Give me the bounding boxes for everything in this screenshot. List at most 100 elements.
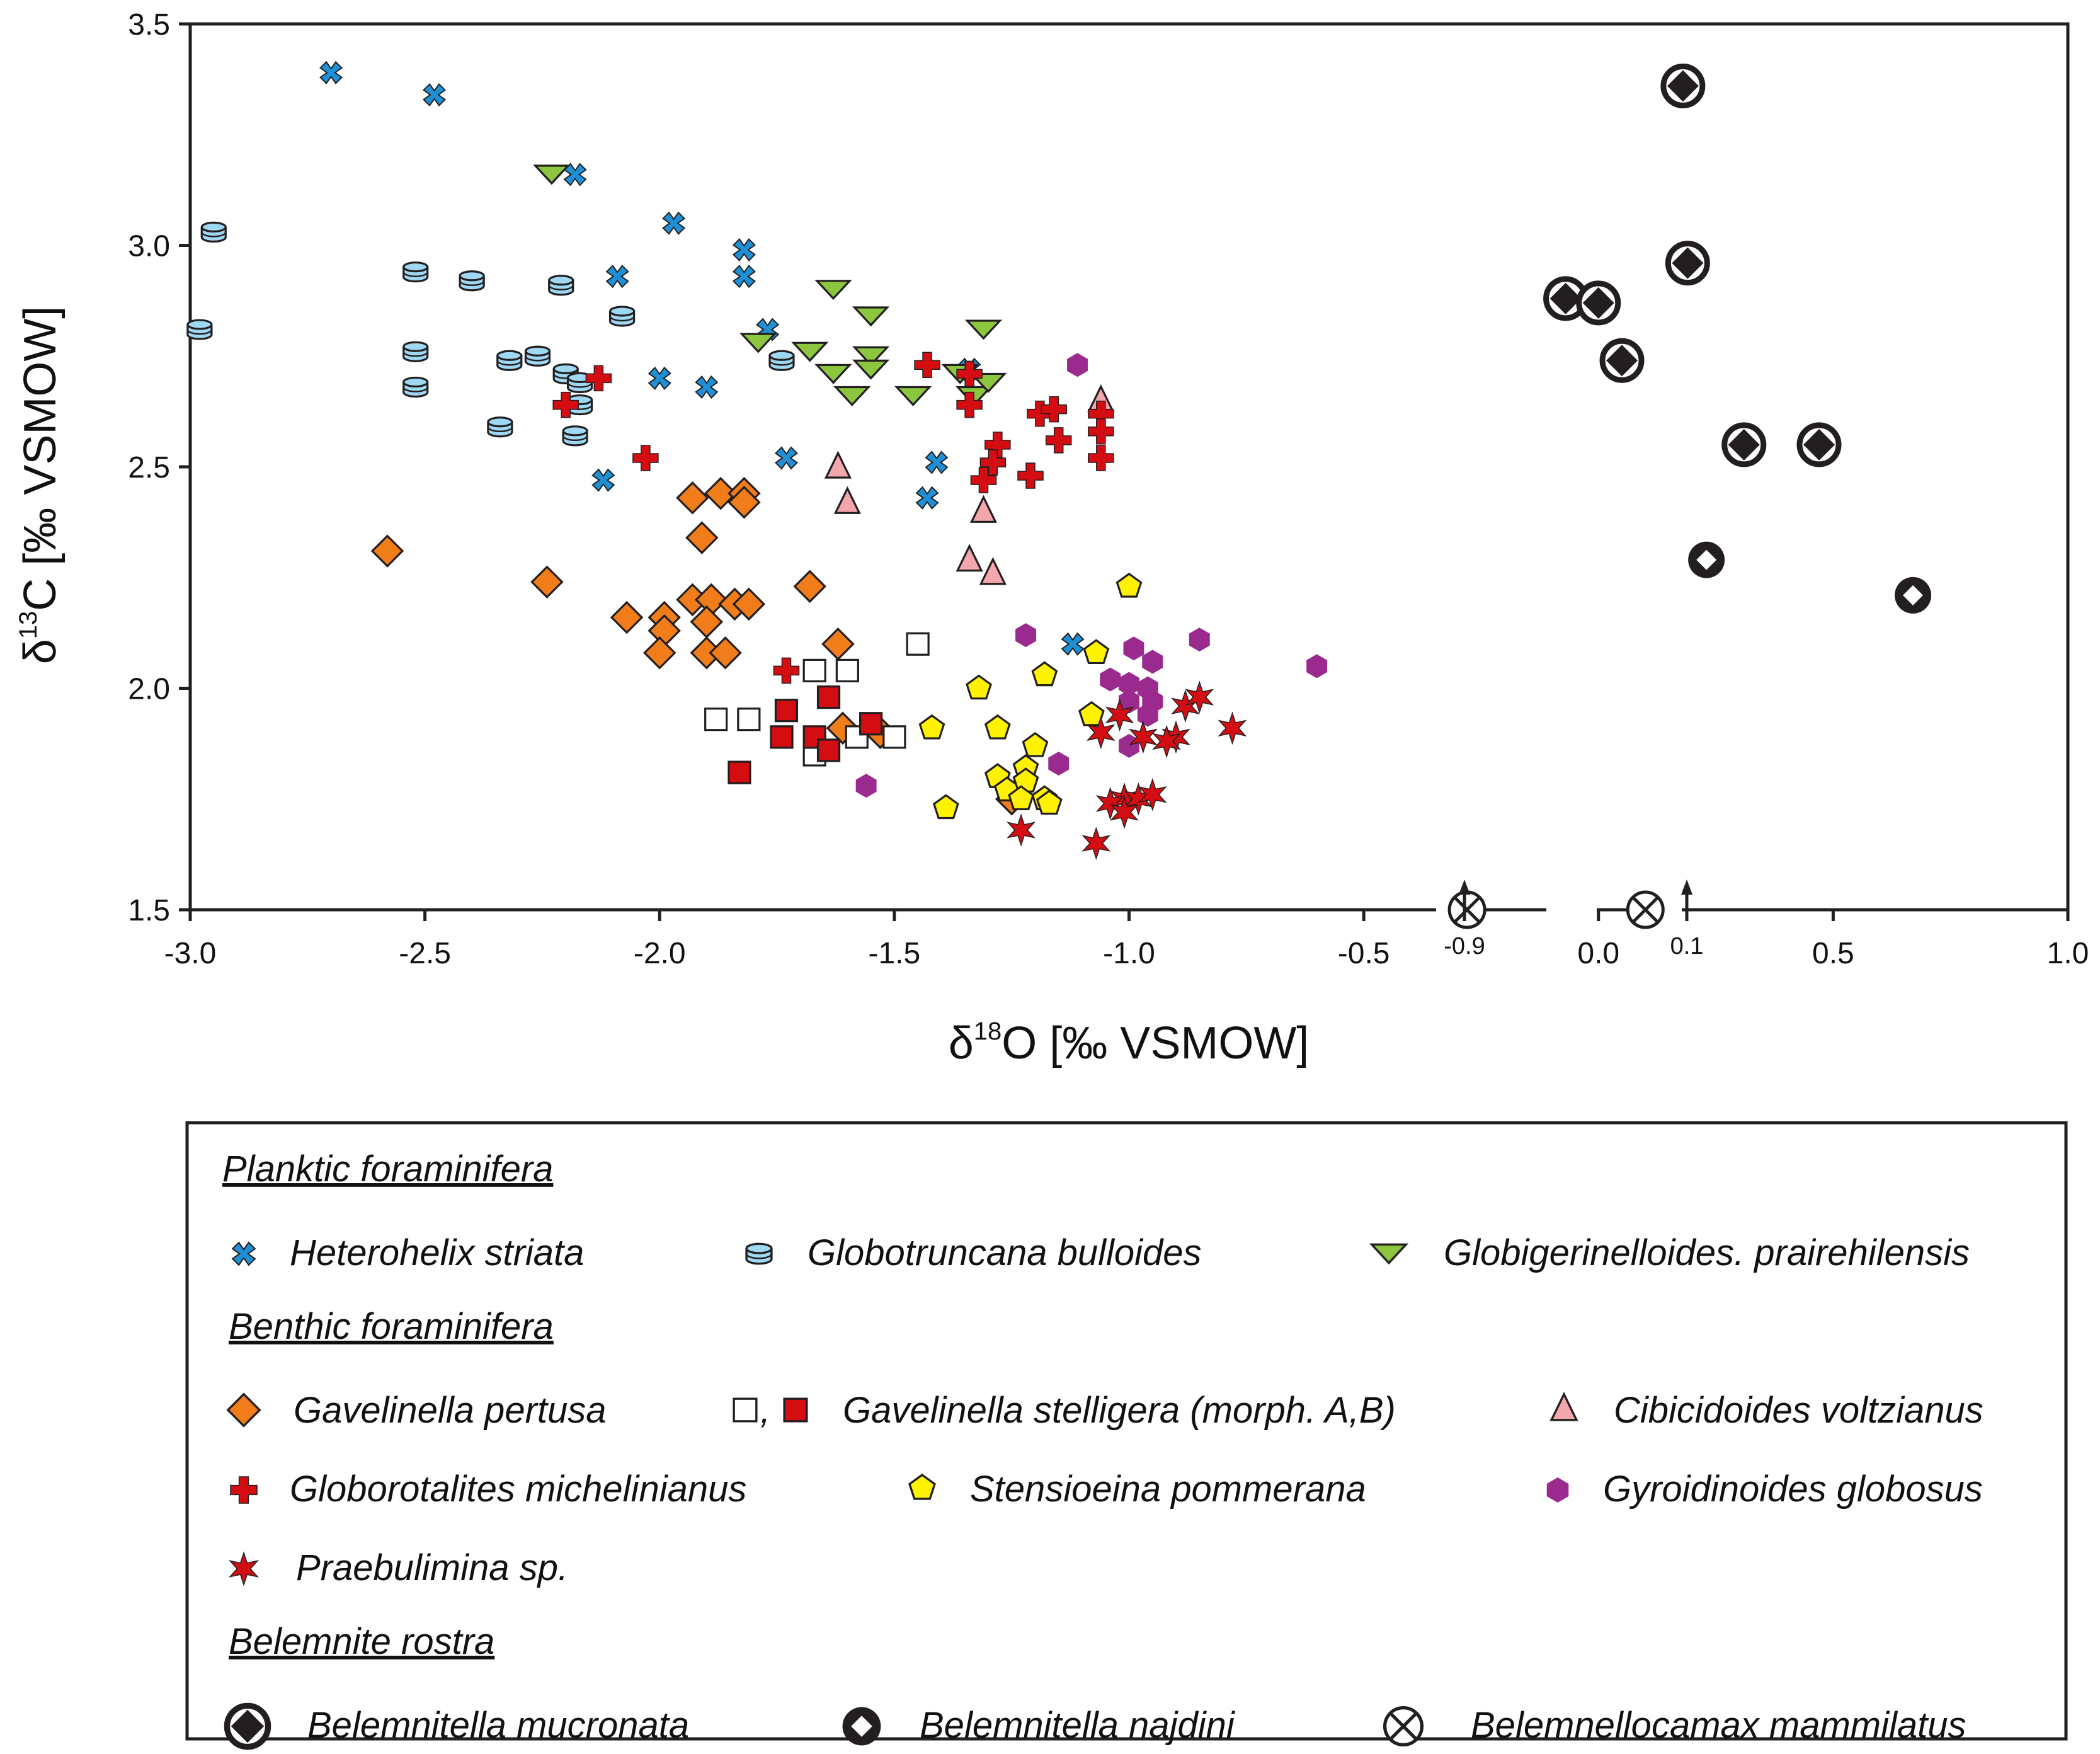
data-point — [774, 446, 799, 470]
y-tick-label: 3.5 — [128, 8, 170, 42]
data-point — [739, 333, 777, 353]
data-point — [1015, 623, 1036, 648]
y-axis: 1.5 2.0 2.5 3.0 3.5 — [128, 8, 190, 927]
data-point — [979, 449, 1007, 476]
legend-marker — [1546, 1477, 1569, 1503]
legend-entry-label: Globotruncana bulloides — [807, 1232, 1202, 1273]
data-point — [728, 485, 761, 519]
data-point — [610, 600, 644, 634]
data-point — [737, 708, 761, 731]
data-point — [882, 725, 906, 749]
data-point — [1721, 422, 1767, 467]
data-point — [1142, 650, 1163, 674]
data-point — [562, 425, 588, 447]
data-point — [852, 346, 890, 367]
data-point — [979, 557, 1007, 585]
series-gavelinella-stelligera-morph-b — [728, 685, 883, 784]
data-point — [894, 386, 932, 406]
legend-marker — [1369, 1243, 1409, 1265]
data-point — [402, 341, 429, 362]
x-tick-label: 1.0 — [2047, 937, 2089, 970]
series-gavelinella-pertusa — [370, 476, 1029, 816]
data-point — [956, 543, 983, 572]
data-point — [768, 350, 795, 371]
legend-marker — [1549, 1392, 1578, 1421]
data-point — [533, 164, 571, 185]
data-point — [732, 238, 756, 262]
legend-marker — [783, 1397, 808, 1423]
data-point — [1189, 628, 1210, 652]
data-point — [969, 495, 998, 523]
data-point — [915, 486, 939, 510]
data-point — [1083, 639, 1110, 665]
data-point — [1031, 661, 1058, 687]
data-point — [1185, 680, 1214, 714]
data-point — [1100, 667, 1121, 692]
data-point — [732, 265, 756, 289]
data-point — [1048, 752, 1070, 776]
legend-marker — [908, 1473, 936, 1500]
legend-entry-label: Stensioeina pommerana — [970, 1469, 1366, 1510]
data-point — [966, 674, 992, 700]
annotation-arrowhead — [1459, 880, 1470, 895]
data-point — [676, 481, 709, 515]
y-tick-label: 1.5 — [128, 894, 170, 927]
data-point — [925, 450, 949, 474]
data-point — [1008, 785, 1034, 811]
data-point — [709, 636, 742, 670]
data-point — [802, 658, 826, 682]
data-point — [859, 712, 883, 736]
data-point — [956, 391, 983, 418]
x-tick-label: -1.0 — [1103, 937, 1155, 970]
series-stensioeina-pommerana — [918, 572, 1143, 820]
data-point — [186, 319, 213, 340]
legend-marker — [226, 1392, 261, 1428]
data-point — [984, 714, 1011, 740]
data-point — [852, 359, 890, 380]
data-point — [422, 83, 447, 107]
x-tick-label: -1.5 — [869, 937, 921, 970]
data-point — [1061, 632, 1085, 656]
x-tick-label: 0.5 — [1812, 937, 1854, 970]
data-point — [1116, 572, 1143, 598]
data-point — [648, 366, 671, 390]
x-axis-label: δ18O [‰ VSMOW] — [949, 1017, 1310, 1069]
data-point — [585, 365, 612, 392]
x-tick-label: -3.0 — [164, 937, 217, 970]
series-globorotalites-michelinianus — [552, 352, 1114, 684]
legend-entry-label: Globorotalites michelinianus — [290, 1469, 746, 1510]
data-point — [1142, 689, 1163, 714]
x-tick-label: -2.0 — [634, 937, 686, 970]
legend-entry-label: Belemnellocamax mammilatus — [1471, 1705, 1966, 1746]
data-point — [1088, 418, 1114, 445]
legend-entry-label: Gyroidinoides globosus — [1603, 1469, 1983, 1510]
x-tick-label: 0.0 — [1577, 937, 1619, 970]
legend-marker — [224, 1702, 271, 1750]
data-point — [833, 386, 871, 406]
legend-entry-label: Globigerinelloides. prairehilensis — [1444, 1232, 1970, 1273]
legend-entry-label: Gavelinella pertusa — [294, 1390, 607, 1431]
legend-box — [185, 1121, 2068, 1741]
legend-entry-label: Praebulimina sp. — [296, 1547, 568, 1588]
data-point — [791, 341, 829, 362]
y-tick-label: 3.0 — [128, 230, 170, 263]
data-point — [1041, 396, 1068, 423]
data-point — [918, 714, 945, 740]
data-point — [793, 570, 826, 604]
annotations: -0.9 0.1 — [1444, 880, 1703, 960]
data-point — [1138, 777, 1167, 811]
data-point — [732, 587, 766, 621]
annotation-arrowhead — [1681, 880, 1692, 895]
y-tick-label: 2.0 — [128, 673, 170, 706]
data-point — [906, 632, 930, 656]
data-point — [530, 565, 564, 599]
data-point — [632, 445, 659, 471]
data-point — [1045, 427, 1072, 454]
data-point — [1022, 731, 1049, 757]
data-point — [914, 352, 940, 379]
data-point — [1119, 672, 1139, 696]
data-point — [956, 360, 983, 387]
data-point — [496, 350, 523, 371]
data-point — [773, 657, 800, 684]
